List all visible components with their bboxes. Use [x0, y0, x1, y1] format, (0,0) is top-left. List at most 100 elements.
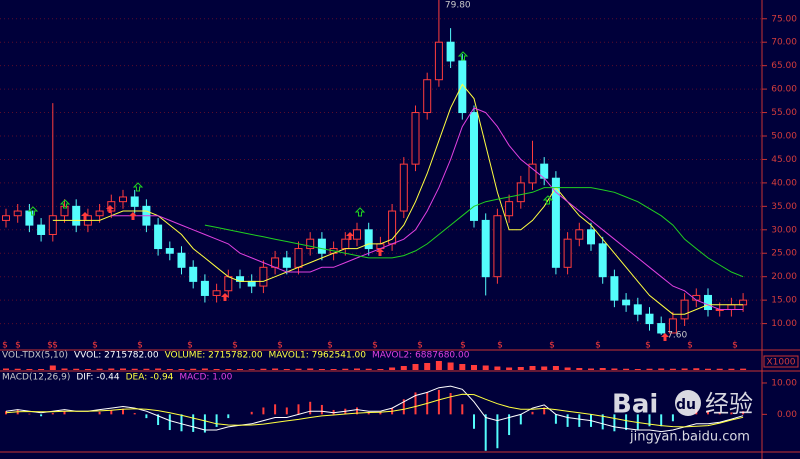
y-tick-label: 70.00 [771, 38, 797, 48]
candle-body [130, 196, 139, 207]
signal-arrow [221, 293, 229, 301]
watermark-logo: Bai [612, 390, 658, 420]
volume-bar [705, 368, 711, 370]
volume-bar [330, 369, 337, 370]
candle-body [353, 229, 361, 240]
volume-bar [318, 369, 325, 370]
candle-body [306, 238, 315, 250]
candle-body [434, 41, 443, 81]
candle-body [587, 229, 595, 245]
volume-bar [459, 364, 466, 370]
volume-bar [260, 368, 267, 370]
signal-marker: $ [460, 341, 466, 351]
volume-bar [38, 369, 45, 370]
candle-body [399, 163, 408, 212]
candle-body [505, 201, 514, 217]
candle-body [657, 323, 666, 334]
volume-bar [435, 361, 442, 370]
volume-bar [120, 368, 126, 370]
candle-body [470, 112, 478, 221]
signal-marker: $ [497, 341, 503, 351]
candle-body [668, 318, 677, 334]
volume-bar [669, 368, 676, 370]
volume-bar [541, 366, 548, 370]
line-series [111, 107, 744, 310]
line-series [204, 187, 744, 278]
volume-bar [143, 368, 150, 370]
candle-body [563, 238, 572, 268]
watermark: Bai du 经验 jingyan.baidu.com [612, 390, 753, 445]
panel-header: MAVOL1: 7962541.00 [269, 351, 367, 361]
candle-body [551, 177, 560, 268]
volume-bar [201, 368, 208, 370]
candle-body [37, 224, 46, 235]
candle-body [294, 248, 303, 268]
volume-bar [728, 368, 735, 370]
volume-bar [190, 368, 197, 370]
candle-body [423, 79, 432, 114]
volume-bar [26, 369, 33, 370]
candle-body [212, 290, 221, 296]
volume-bar [108, 368, 115, 370]
panel-header: VOL-TDX(5,10) [2, 351, 68, 361]
candle-body [364, 229, 373, 250]
y-tick-label: 15.00 [771, 296, 797, 306]
candle-body [72, 205, 81, 226]
candle-body [200, 280, 209, 296]
signal-marker: $ [15, 341, 21, 351]
candle-body [282, 257, 291, 268]
y-tick-label: 20.00 [771, 272, 797, 282]
high-label: 79.80 [445, 1, 471, 11]
volume-bar [342, 368, 349, 370]
signal-arrow [376, 248, 384, 256]
signal-arrow [59, 199, 71, 209]
candle-body [247, 280, 256, 287]
candle-body [446, 41, 455, 62]
volume-bar [588, 368, 594, 370]
signal-marker: $ [232, 341, 238, 351]
signal-marker: $ [137, 341, 143, 351]
signal-arrow [129, 212, 137, 220]
watermark-url: jingyan.baidu.com [629, 430, 750, 445]
volume-bar [84, 369, 91, 370]
signal-marker: $ [92, 341, 98, 351]
candle-body [633, 304, 642, 315]
signal-arrow [27, 206, 39, 216]
signal-marker: $ [327, 341, 333, 351]
volume-bar [552, 366, 559, 370]
unit-box [763, 355, 799, 368]
y-tick-label: 25.00 [771, 249, 797, 259]
candle-body [680, 299, 689, 320]
y-tick-label: 65.00 [771, 61, 797, 71]
candle-body [704, 294, 712, 311]
volume-bar [599, 368, 606, 370]
volume-bar [412, 364, 419, 370]
unit-label: X1000 [766, 358, 795, 368]
panel-header: MACD: 1.00 [179, 373, 232, 383]
volume-bar [634, 369, 641, 370]
volume-bar [237, 369, 243, 370]
signal-marker: $ [687, 341, 693, 351]
signal-marker: $ [417, 341, 423, 351]
y-tick-label: 10.00 [771, 378, 797, 388]
signal-arrow [132, 182, 144, 192]
signal-marker: $ [277, 341, 283, 351]
volume-bar [693, 368, 700, 370]
volume-bar [623, 368, 630, 370]
volume-bar [166, 369, 173, 370]
candle-body [224, 276, 233, 292]
signal-marker: $ [47, 341, 53, 351]
line-series [52, 83, 744, 315]
signal-marker: $ [595, 341, 601, 351]
candle-body [645, 313, 654, 325]
signal-arrow [457, 51, 469, 61]
volume-bar [96, 368, 103, 370]
signal-marker: $ [2, 341, 8, 351]
candle-body [493, 215, 502, 278]
volume-bar [424, 363, 431, 370]
candle-body [95, 210, 104, 217]
candle-body [610, 276, 619, 301]
volume-bar [611, 368, 618, 370]
candle-body [598, 243, 607, 278]
volume-bar [447, 362, 454, 370]
